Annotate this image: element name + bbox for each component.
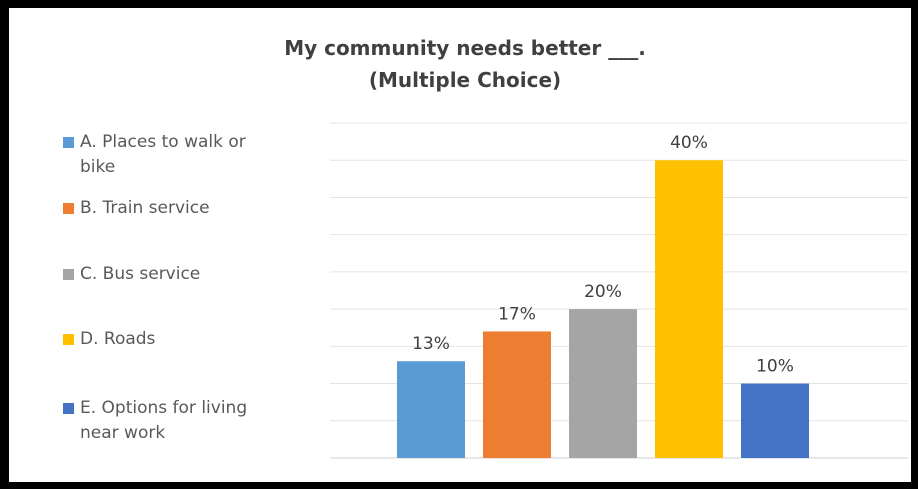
chart-title-line-1: My community needs better ___. — [284, 36, 646, 60]
data-label-5: 10% — [756, 357, 794, 377]
legend-swatch-e — [63, 403, 74, 414]
chart-title-line-2: (Multiple Choice) — [368, 68, 562, 92]
legend-swatch-a — [63, 137, 74, 148]
bar-3 — [569, 309, 637, 458]
bar-2 — [483, 331, 551, 458]
legend-label-a: A. Places to walk or bike — [80, 132, 246, 177]
data-label-3: 20% — [584, 282, 622, 302]
legend-swatch-c — [63, 269, 74, 280]
legend-label-d: D. Roads — [80, 329, 156, 349]
chart-title: My community needs better ___. (Multiple… — [0, 32, 918, 96]
bar-4 — [655, 160, 723, 458]
data-label-2: 17% — [498, 304, 536, 324]
legend-swatch-d — [63, 334, 74, 345]
legend-label-b: B. Train service — [80, 198, 210, 218]
bar-5 — [741, 383, 809, 458]
bar-1 — [397, 361, 465, 458]
data-label-4: 40% — [670, 133, 708, 153]
data-label-1: 13% — [412, 334, 450, 354]
legend-label-c: C. Bus service — [80, 264, 201, 284]
legend-swatch-b — [63, 203, 74, 214]
legend-label-e: E. Options for living near work — [80, 398, 248, 443]
